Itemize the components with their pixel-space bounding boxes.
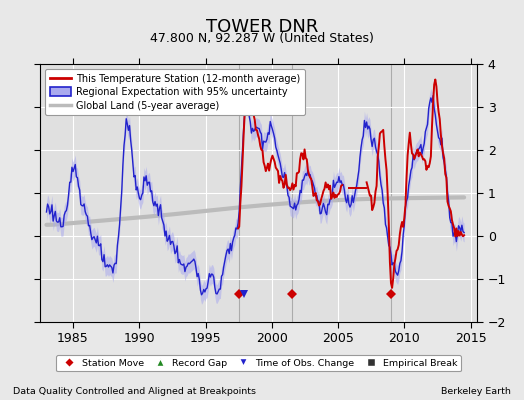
Text: Data Quality Controlled and Aligned at Breakpoints: Data Quality Controlled and Aligned at B… [13,387,256,396]
Text: Berkeley Earth: Berkeley Earth [441,387,511,396]
Legend: Station Move, Record Gap, Time of Obs. Change, Empirical Break: Station Move, Record Gap, Time of Obs. C… [56,355,461,372]
Text: 47.800 N, 92.287 W (United States): 47.800 N, 92.287 W (United States) [150,32,374,45]
Text: TOWER DNR: TOWER DNR [206,18,318,36]
